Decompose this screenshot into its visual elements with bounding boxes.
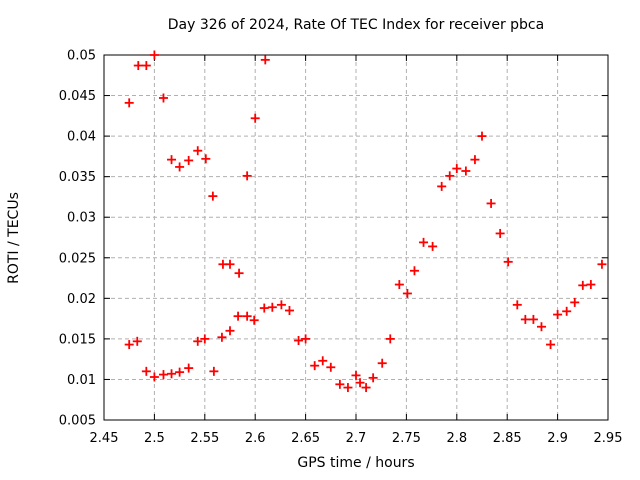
y-tick-label: 0.005 [59, 414, 96, 429]
y-tick-label: 0.01 [67, 373, 96, 388]
x-tick-label: 2.7 [346, 431, 367, 446]
x-tick-label: 2.95 [594, 431, 623, 446]
y-tick-label: 0.035 [59, 170, 96, 185]
y-tick-label: 0.02 [67, 292, 96, 307]
x-tick-label: 2.45 [90, 431, 119, 446]
x-tick-label: 2.75 [392, 431, 421, 446]
x-axis-title: GPS time / hours [297, 455, 415, 471]
y-tick-label: 0.025 [59, 251, 96, 266]
x-tick-label: 2.85 [493, 431, 522, 446]
y-tick-label: 0.045 [59, 89, 96, 104]
x-tick-label: 2.9 [547, 431, 568, 446]
y-tick-label: 0.04 [67, 130, 96, 145]
plot-border [103, 54, 609, 421]
x-tick-label: 2.55 [190, 431, 219, 446]
y-tick-label: 0.015 [59, 332, 96, 347]
x-tick-label: 2.5 [144, 431, 165, 446]
y-tick-label: 0.05 [67, 49, 96, 64]
x-tick-label: 2.6 [245, 431, 266, 446]
x-tick-label: 2.65 [291, 431, 320, 446]
y-tick-label: 0.03 [67, 211, 96, 226]
chart-title: Day 326 of 2024, Rate Of TEC Index for r… [167, 17, 545, 33]
x-tick-label: 2.8 [446, 431, 467, 446]
